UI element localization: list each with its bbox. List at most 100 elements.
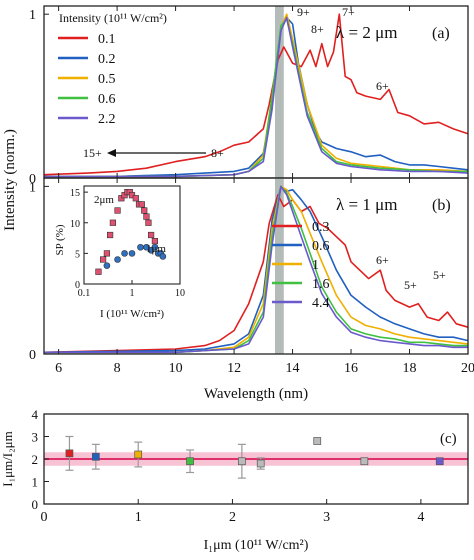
inset-x-tick-label: 0.1 (78, 288, 91, 299)
inset-x-tick-label: 1 (130, 288, 135, 299)
inset-2um-label: 2μm (94, 194, 114, 206)
highlight-band (275, 178, 284, 354)
inset-y-tick-label: 5 (75, 249, 80, 260)
legend-label-0-5: 0.5 (98, 72, 116, 87)
panel-tag: (a) (432, 25, 450, 42)
legend: 0.3 0.6 1 1.6 4.4 (272, 220, 330, 311)
x-tick-label: 3 (323, 510, 330, 525)
plot-frame (43, 177, 469, 355)
inset-point-2um (143, 213, 150, 220)
panel-tag: (c) (440, 431, 457, 447)
x-tick-label: 12 (227, 361, 241, 376)
legend-label-0-6: 0.6 (312, 239, 330, 254)
annotation-5plus-b: 5+ (433, 268, 446, 282)
y-tick-label: 4 (32, 407, 39, 422)
legend-label-1: 1 (312, 258, 319, 273)
y-tick-label: 1 (32, 475, 39, 490)
series-lines (43, 185, 469, 354)
series-line-0-1 (43, 13, 469, 176)
series-line-1-6 (44, 185, 468, 354)
inset-point-2um (141, 207, 148, 214)
inset-point-2um (109, 219, 116, 226)
x-axis-label: Wavelength (nm) (204, 386, 308, 402)
inset-point-1um (103, 262, 111, 269)
y-tick-label: 3 (32, 430, 39, 445)
inset-1um-label: 1μm (146, 243, 166, 255)
wavelength-label: λ = 1 μm (336, 195, 397, 214)
series-lines (43, 13, 469, 178)
inset-y-tick-label: 15 (70, 188, 80, 199)
annotation-8plus-edge: 8+ (211, 146, 224, 160)
inset-point-2um (138, 201, 145, 208)
x-tick-label: 8 (114, 361, 121, 376)
x-tick-label: 14 (286, 361, 300, 376)
x-tick-label: 2 (229, 510, 236, 525)
y-tick-label: 0 (32, 497, 39, 512)
inset-point-2um (151, 238, 159, 245)
inset-point-1um (143, 243, 150, 251)
series-line-4-4 (44, 185, 468, 354)
y-tick-label: 2 (32, 452, 39, 467)
inset-y-tick-label: 0 (75, 280, 80, 291)
inset-point-1um (128, 250, 136, 257)
legend-label-0-3: 0.3 (312, 220, 330, 235)
ratio-point (238, 457, 246, 466)
annotation-5plus-a: 5+ (404, 278, 417, 292)
annotation-8plus: 8+ (311, 22, 324, 36)
inset-point-2um (95, 268, 102, 275)
y-tick-label: 0 (29, 348, 36, 363)
legend-label-1-6: 1.6 (312, 277, 330, 292)
highlight-band (275, 6, 284, 178)
ratio-point (360, 457, 369, 466)
panel-a: 0 1 λ = 2 μm (a) Intensity (10¹¹ W/cm²) 0… (29, 5, 469, 187)
inset-point-2um (145, 219, 152, 226)
annotation-6plus: 6+ (376, 79, 389, 93)
ratio-point (134, 450, 143, 459)
series-line-0-3 (43, 194, 469, 354)
inset-point-2um (114, 207, 121, 214)
y-tick-label: 0 (29, 172, 36, 187)
annotation-9plus: 9+ (297, 5, 310, 19)
legend-label-2-2: 2.2 (98, 112, 116, 127)
inset-point-2um (107, 231, 114, 239)
ratio-point (256, 459, 265, 468)
ratio-point (65, 449, 74, 458)
ratio-point (313, 437, 322, 445)
inset-point-1um (159, 253, 167, 260)
series-line-0-6 (43, 185, 469, 354)
ratio-point (435, 457, 444, 466)
x-tick-label: 4 (417, 510, 424, 525)
inset-x-tick-label: 10 (175, 288, 185, 299)
c-x-axis-label: I₁μm (10¹¹ W/cm²) (204, 538, 309, 553)
legend-label-0-6: 0.6 (98, 92, 116, 107)
inset-point-1um (121, 250, 128, 257)
legend-label-0-2: 0.2 (98, 52, 116, 67)
c-y-axis-label: I₁μm/I₂μm (0, 431, 15, 487)
x-tick-label: 18 (403, 361, 417, 376)
x-tick-label: 16 (344, 361, 358, 376)
annotation-6plus: 6+ (376, 253, 389, 267)
ratio-point (186, 457, 194, 466)
x-tick-label: 1 (135, 510, 142, 525)
x-tick-label: 10 (169, 361, 183, 376)
legend: 0.1 0.2 0.5 0.6 2.2 (58, 32, 116, 127)
legend-label-4-4: 4.4 (312, 296, 330, 311)
ratio-point (91, 452, 100, 461)
y-tick-label: 1 (29, 180, 36, 195)
inset-y-axis-label: SP (%) (54, 224, 66, 255)
series-line-2-2 (44, 16, 469, 178)
panel-c: 0 1 2 3 4 0 1 2 3 4 (c) I₁μm/I₂μm I₁μm (10¹¹ W/cm… (0, 407, 469, 553)
inset-point-2um (132, 195, 139, 202)
inset-chart: 0.1 1 10 0 5 10 15 2μm 1μm SP (%) I (10¹¹ W/cm… (54, 185, 185, 320)
panel-tag: (b) (432, 197, 451, 214)
inset-points (95, 189, 167, 275)
inset-y-tick-label: 10 (70, 219, 80, 230)
x-tick-label: 0 (41, 510, 48, 525)
legend-label-0-1: 0.1 (98, 32, 116, 47)
inset-point-2um (100, 256, 107, 263)
x-tick-label: 6 (55, 361, 62, 376)
wavelength-label: λ = 2 μm (336, 23, 397, 42)
inset-axis-ticks: 0.1 1 10 0 5 10 15 (70, 188, 185, 299)
